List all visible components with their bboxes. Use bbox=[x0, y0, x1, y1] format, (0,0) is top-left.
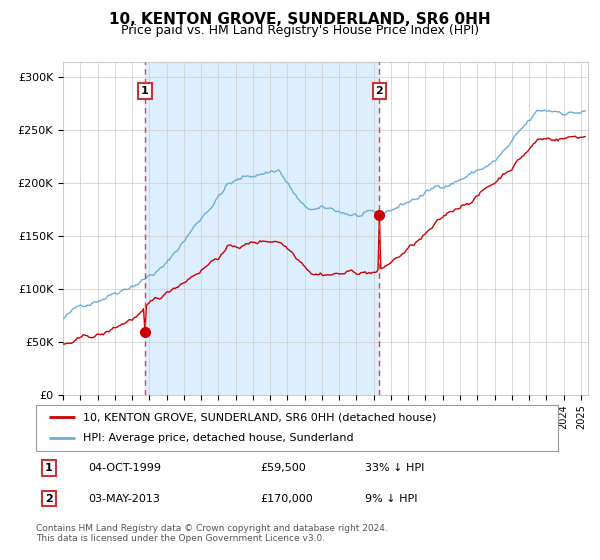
Text: 10, KENTON GROVE, SUNDERLAND, SR6 0HH (detached house): 10, KENTON GROVE, SUNDERLAND, SR6 0HH (d… bbox=[83, 412, 436, 422]
Text: 33% ↓ HPI: 33% ↓ HPI bbox=[365, 463, 424, 473]
Text: Price paid vs. HM Land Registry's House Price Index (HPI): Price paid vs. HM Land Registry's House … bbox=[121, 24, 479, 37]
Text: Contains HM Land Registry data © Crown copyright and database right 2024.: Contains HM Land Registry data © Crown c… bbox=[36, 524, 388, 533]
Text: £170,000: £170,000 bbox=[260, 494, 313, 503]
Text: 04-OCT-1999: 04-OCT-1999 bbox=[88, 463, 161, 473]
Text: 03-MAY-2013: 03-MAY-2013 bbox=[88, 494, 160, 503]
Text: This data is licensed under the Open Government Licence v3.0.: This data is licensed under the Open Gov… bbox=[36, 534, 325, 543]
Text: HPI: Average price, detached house, Sunderland: HPI: Average price, detached house, Sund… bbox=[83, 433, 353, 444]
Text: 10, KENTON GROVE, SUNDERLAND, SR6 0HH: 10, KENTON GROVE, SUNDERLAND, SR6 0HH bbox=[109, 12, 491, 27]
Text: 1: 1 bbox=[45, 463, 53, 473]
Text: 2: 2 bbox=[376, 86, 383, 96]
Text: 2: 2 bbox=[45, 494, 53, 503]
Text: 1: 1 bbox=[141, 86, 149, 96]
Bar bbox=[145, 62, 379, 395]
Text: £59,500: £59,500 bbox=[260, 463, 306, 473]
Text: 9% ↓ HPI: 9% ↓ HPI bbox=[365, 494, 418, 503]
